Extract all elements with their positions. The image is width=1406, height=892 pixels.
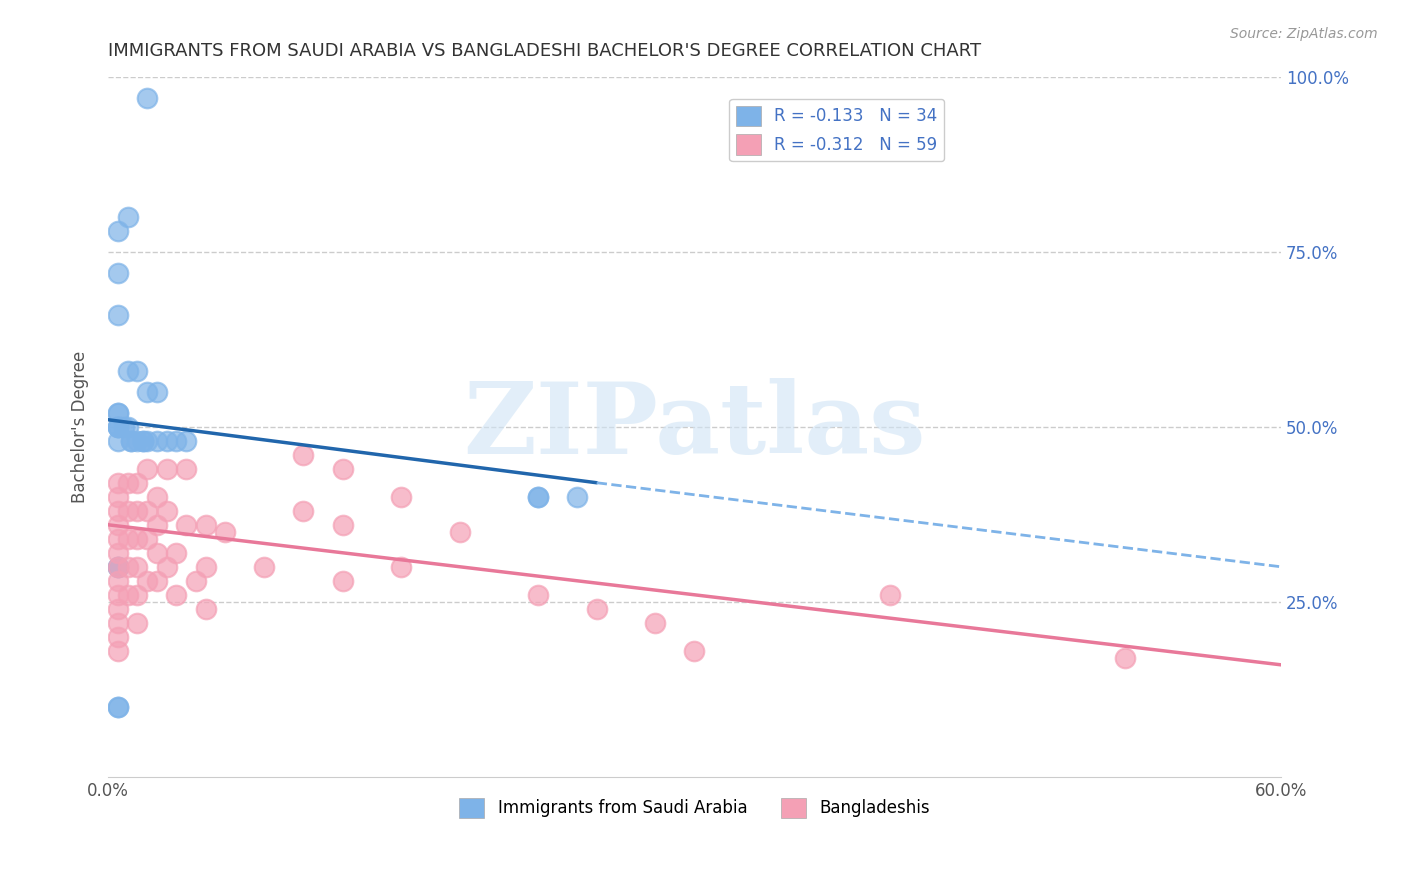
Point xyxy=(332,517,354,532)
Point xyxy=(527,490,550,504)
Point xyxy=(136,384,159,399)
Point xyxy=(194,517,217,532)
Point xyxy=(107,588,129,602)
Point xyxy=(107,419,129,434)
Point xyxy=(107,224,129,238)
Point xyxy=(1114,650,1136,665)
Text: ZIPatlas: ZIPatlas xyxy=(463,378,925,475)
Point xyxy=(117,559,139,574)
Point xyxy=(107,406,129,420)
Point xyxy=(136,504,159,518)
Point xyxy=(292,504,315,518)
Point xyxy=(214,524,236,539)
Point xyxy=(107,419,129,434)
Point xyxy=(107,574,129,588)
Point xyxy=(253,559,276,574)
Point xyxy=(156,504,179,518)
Point xyxy=(127,559,149,574)
Point xyxy=(127,434,149,448)
Point xyxy=(165,546,187,560)
Point xyxy=(136,532,159,546)
Point xyxy=(127,475,149,490)
Point xyxy=(156,434,179,448)
Point xyxy=(136,90,159,104)
Point xyxy=(107,504,129,518)
Point xyxy=(527,490,550,504)
Point xyxy=(107,699,129,714)
Point xyxy=(107,266,129,280)
Point xyxy=(132,434,155,448)
Point xyxy=(112,419,135,434)
Point xyxy=(107,406,129,420)
Point xyxy=(165,588,187,602)
Point xyxy=(107,559,129,574)
Point xyxy=(107,630,129,644)
Point xyxy=(146,574,169,588)
Point xyxy=(146,434,169,448)
Point xyxy=(117,532,139,546)
Point xyxy=(184,574,207,588)
Point xyxy=(107,559,129,574)
Point xyxy=(127,364,149,378)
Point xyxy=(156,559,179,574)
Point xyxy=(117,210,139,224)
Point xyxy=(127,504,149,518)
Point xyxy=(292,448,315,462)
Point xyxy=(194,602,217,616)
Point xyxy=(107,308,129,322)
Point xyxy=(117,419,139,434)
Point xyxy=(107,644,129,658)
Point xyxy=(879,588,901,602)
Point xyxy=(107,475,129,490)
Point xyxy=(107,532,129,546)
Point xyxy=(332,462,354,476)
Point xyxy=(146,517,169,532)
Point xyxy=(107,434,129,448)
Point xyxy=(117,475,139,490)
Point xyxy=(107,699,129,714)
Text: Source: ZipAtlas.com: Source: ZipAtlas.com xyxy=(1230,27,1378,41)
Point xyxy=(194,559,217,574)
Point xyxy=(132,434,155,448)
Point xyxy=(527,588,550,602)
Point xyxy=(107,559,129,574)
Point xyxy=(146,384,169,399)
Point xyxy=(585,602,607,616)
Point xyxy=(136,434,159,448)
Point xyxy=(156,462,179,476)
Point xyxy=(136,574,159,588)
Point xyxy=(683,644,706,658)
Point xyxy=(174,517,197,532)
Point xyxy=(127,615,149,630)
Point xyxy=(107,517,129,532)
Point xyxy=(644,615,666,630)
Point xyxy=(165,434,187,448)
Point xyxy=(117,588,139,602)
Point xyxy=(107,546,129,560)
Point xyxy=(107,419,129,434)
Legend: Immigrants from Saudi Arabia, Bangladeshis: Immigrants from Saudi Arabia, Bangladesh… xyxy=(453,791,936,824)
Y-axis label: Bachelor's Degree: Bachelor's Degree xyxy=(72,351,89,503)
Point xyxy=(136,462,159,476)
Point xyxy=(332,574,354,588)
Point xyxy=(107,615,129,630)
Point xyxy=(567,490,589,504)
Point xyxy=(117,504,139,518)
Text: IMMIGRANTS FROM SAUDI ARABIA VS BANGLADESHI BACHELOR'S DEGREE CORRELATION CHART: IMMIGRANTS FROM SAUDI ARABIA VS BANGLADE… xyxy=(108,42,981,60)
Point xyxy=(120,434,142,448)
Point xyxy=(146,546,169,560)
Point xyxy=(120,434,142,448)
Point xyxy=(107,490,129,504)
Point xyxy=(146,490,169,504)
Point xyxy=(107,602,129,616)
Point xyxy=(174,434,197,448)
Point xyxy=(389,490,412,504)
Point xyxy=(117,364,139,378)
Point xyxy=(389,559,412,574)
Point xyxy=(449,524,471,539)
Point xyxy=(127,588,149,602)
Point xyxy=(174,462,197,476)
Point xyxy=(127,532,149,546)
